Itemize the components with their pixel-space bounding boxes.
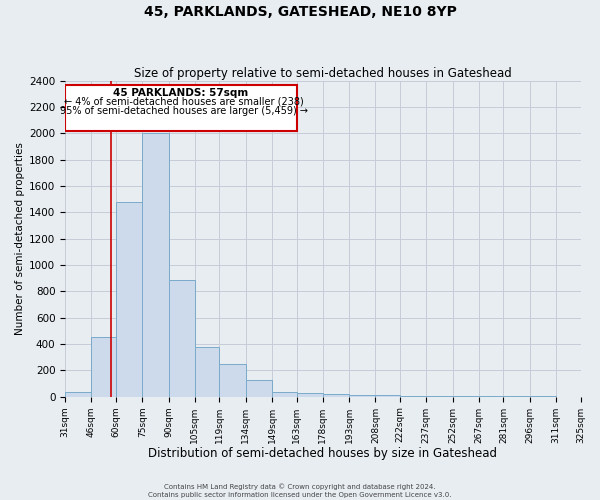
X-axis label: Distribution of semi-detached houses by size in Gateshead: Distribution of semi-detached houses by … [148, 447, 497, 460]
Bar [272, 392, 296, 396]
Text: Contains HM Land Registry data © Crown copyright and database right 2024.
Contai: Contains HM Land Registry data © Crown c… [148, 484, 452, 498]
Text: ← 4% of semi-detached houses are smaller (238): ← 4% of semi-detached houses are smaller… [64, 96, 304, 106]
Bar [142, 134, 169, 396]
Text: 45, PARKLANDS, GATESHEAD, NE10 8YP: 45, PARKLANDS, GATESHEAD, NE10 8YP [143, 5, 457, 19]
Bar [116, 202, 142, 396]
Bar [296, 394, 323, 396]
Text: 95% of semi-detached houses are larger (5,459) →: 95% of semi-detached houses are larger (… [61, 106, 308, 116]
Bar [323, 394, 349, 396]
Bar [195, 348, 220, 397]
Bar [169, 280, 195, 396]
Bar [65, 392, 91, 396]
Y-axis label: Number of semi-detached properties: Number of semi-detached properties [15, 142, 25, 335]
FancyBboxPatch shape [65, 84, 296, 130]
Bar [349, 395, 376, 396]
Bar [220, 364, 245, 396]
Title: Size of property relative to semi-detached houses in Gateshead: Size of property relative to semi-detach… [134, 66, 512, 80]
Text: 45 PARKLANDS: 57sqm: 45 PARKLANDS: 57sqm [113, 88, 248, 98]
Bar [91, 338, 116, 396]
Bar [245, 380, 272, 396]
